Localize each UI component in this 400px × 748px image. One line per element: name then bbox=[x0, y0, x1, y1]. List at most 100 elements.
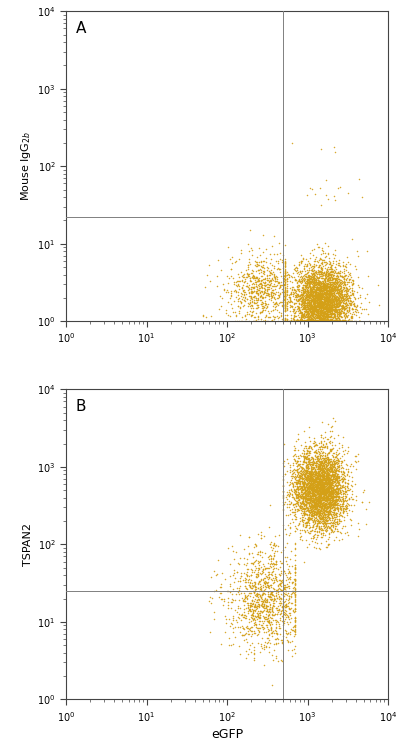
Point bbox=[315, 476, 322, 488]
Point bbox=[327, 480, 333, 492]
Point bbox=[326, 269, 332, 280]
Point bbox=[324, 274, 330, 286]
Point bbox=[343, 283, 350, 295]
Point bbox=[313, 451, 320, 463]
Point bbox=[327, 315, 334, 327]
Point bbox=[266, 583, 272, 595]
Point bbox=[324, 465, 331, 476]
Point bbox=[330, 473, 336, 485]
Point bbox=[318, 463, 324, 475]
Point bbox=[300, 498, 306, 510]
Point bbox=[326, 496, 332, 508]
Point bbox=[296, 315, 303, 327]
Point bbox=[256, 610, 262, 622]
Point bbox=[283, 313, 290, 325]
Point bbox=[282, 276, 288, 288]
Point bbox=[344, 315, 351, 327]
Point bbox=[308, 304, 315, 316]
Point bbox=[319, 502, 325, 514]
Point bbox=[342, 499, 349, 511]
Point bbox=[308, 499, 314, 511]
Point bbox=[294, 460, 300, 472]
Point bbox=[286, 491, 292, 503]
Point bbox=[305, 284, 312, 296]
Point bbox=[283, 272, 290, 284]
Point bbox=[252, 272, 258, 284]
Point bbox=[326, 287, 333, 299]
Point bbox=[332, 457, 338, 469]
Point bbox=[264, 571, 270, 583]
Point bbox=[309, 295, 315, 307]
Point bbox=[314, 450, 321, 462]
Point bbox=[332, 315, 338, 327]
Point bbox=[250, 604, 256, 616]
Point bbox=[354, 300, 360, 312]
Point bbox=[308, 315, 314, 327]
Point bbox=[320, 295, 326, 307]
Point bbox=[324, 479, 331, 491]
Point bbox=[293, 497, 300, 509]
Point bbox=[342, 303, 348, 315]
Point bbox=[324, 296, 330, 308]
Point bbox=[305, 282, 311, 294]
Point bbox=[331, 300, 337, 312]
Point bbox=[313, 294, 320, 306]
Point bbox=[322, 281, 328, 293]
Point bbox=[280, 581, 287, 593]
Point bbox=[298, 483, 305, 495]
Point bbox=[322, 485, 329, 497]
Point bbox=[281, 286, 287, 298]
Point bbox=[295, 294, 301, 306]
Point bbox=[309, 272, 315, 284]
Point bbox=[323, 315, 329, 327]
Point bbox=[320, 303, 326, 315]
Point bbox=[312, 293, 318, 305]
Point bbox=[282, 579, 288, 591]
Point bbox=[286, 289, 292, 301]
Point bbox=[298, 502, 304, 514]
Point bbox=[320, 269, 326, 280]
Point bbox=[318, 287, 324, 299]
Point bbox=[336, 471, 342, 483]
Point bbox=[277, 580, 284, 592]
Point bbox=[297, 276, 303, 288]
Point bbox=[251, 541, 257, 553]
Point bbox=[310, 485, 317, 497]
Point bbox=[330, 482, 336, 494]
Point bbox=[218, 578, 225, 590]
Point bbox=[335, 301, 342, 313]
Point bbox=[317, 253, 324, 265]
Point bbox=[300, 294, 306, 306]
Point bbox=[302, 488, 308, 500]
Point bbox=[318, 284, 324, 296]
Point bbox=[323, 310, 329, 322]
Point bbox=[270, 600, 277, 612]
Point bbox=[318, 286, 325, 298]
Point bbox=[255, 557, 261, 568]
Point bbox=[335, 482, 341, 494]
Point bbox=[293, 310, 299, 322]
Point bbox=[335, 257, 341, 269]
Point bbox=[326, 288, 332, 300]
Point bbox=[329, 288, 335, 300]
Point bbox=[235, 279, 242, 291]
Point bbox=[304, 314, 311, 326]
Point bbox=[316, 269, 322, 280]
Point bbox=[334, 482, 340, 494]
Point bbox=[309, 315, 316, 327]
Point bbox=[233, 546, 239, 558]
Point bbox=[304, 305, 310, 317]
Point bbox=[327, 497, 333, 509]
Point bbox=[316, 310, 322, 322]
Point bbox=[312, 295, 319, 307]
Point bbox=[303, 485, 309, 497]
Point bbox=[230, 610, 236, 622]
Point bbox=[310, 274, 317, 286]
Point bbox=[275, 586, 281, 598]
Point bbox=[300, 456, 306, 468]
Point bbox=[326, 474, 333, 486]
Point bbox=[286, 298, 293, 310]
Point bbox=[261, 279, 268, 291]
Point bbox=[292, 603, 298, 615]
Point bbox=[339, 291, 345, 303]
